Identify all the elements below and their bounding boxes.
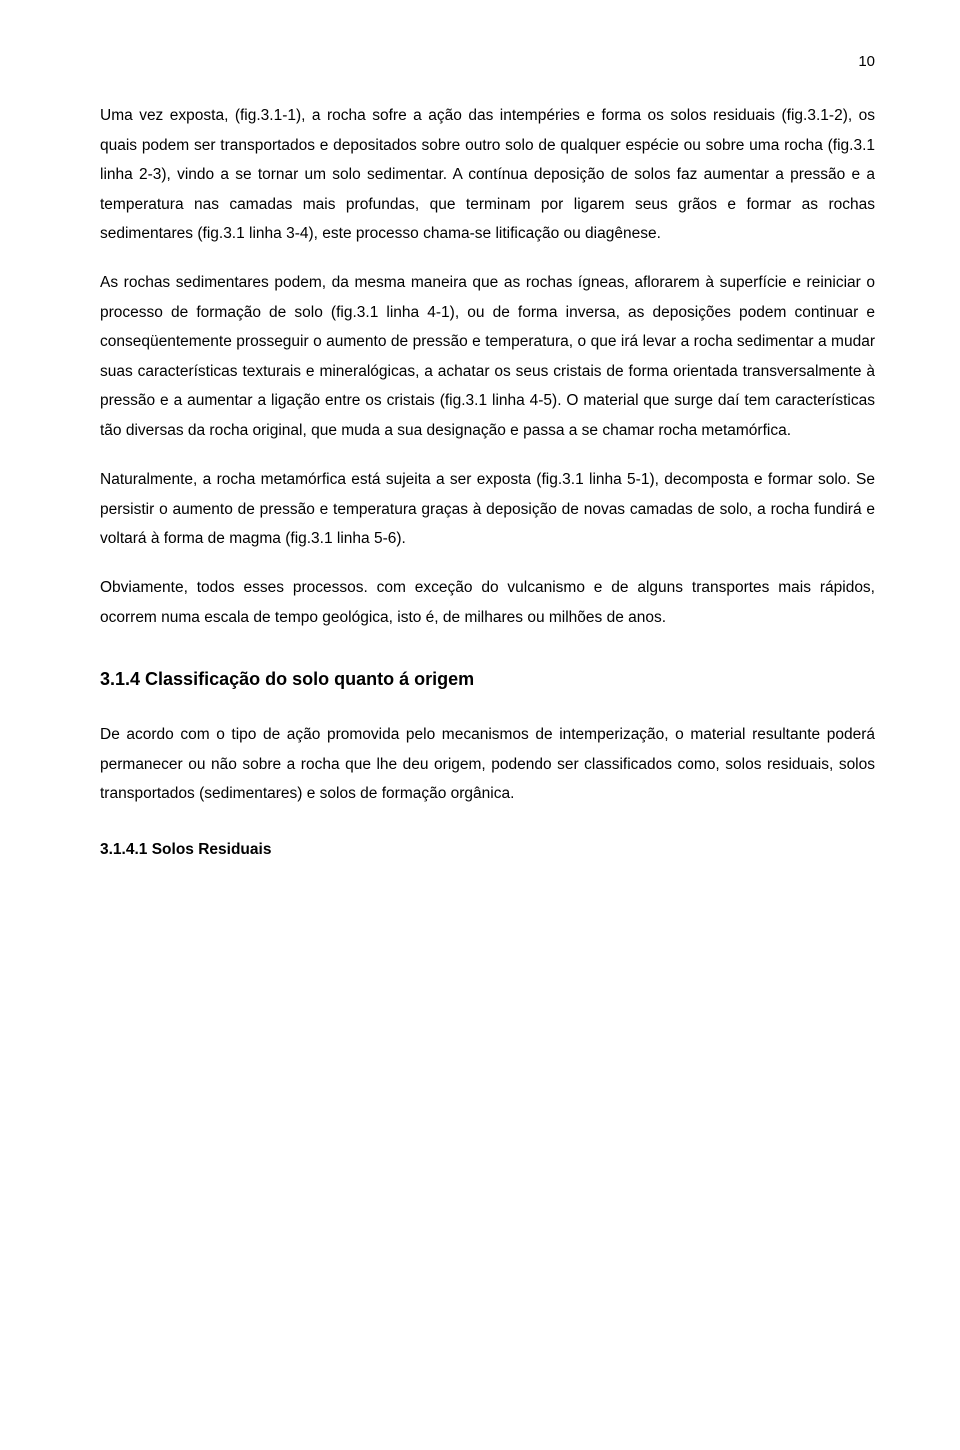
paragraph-3: Naturalmente, a rocha metamórfica está s… [100, 465, 875, 553]
paragraph-4: Obviamente, todos esses processos. com e… [100, 573, 875, 632]
paragraph-1: Uma vez exposta, (fig.3.1-1), a rocha so… [100, 101, 875, 248]
paragraph-5: De acordo com o tipo de ação promovida p… [100, 720, 875, 808]
paragraph-2: As rochas sedimentares podem, da mesma m… [100, 268, 875, 445]
subsection-heading-3-1-4-1: 3.1.4.1 Solos Residuais [100, 838, 875, 862]
section-heading-3-1-4: 3.1.4 Classificação do solo quanto á ori… [100, 666, 875, 694]
page-number: 10 [100, 50, 875, 73]
